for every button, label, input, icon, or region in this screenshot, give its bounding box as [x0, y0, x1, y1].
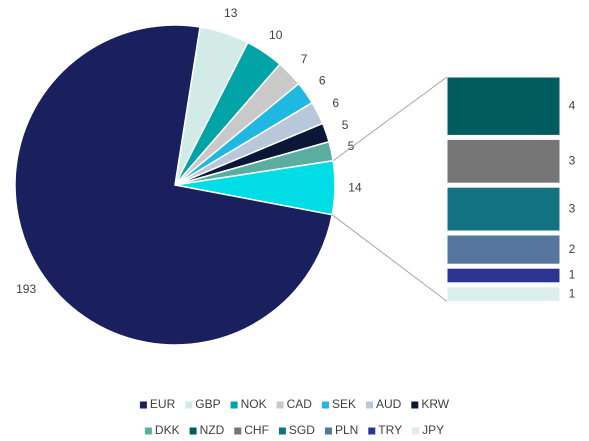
data-label: 1 — [569, 268, 576, 282]
bar-segment — [446, 186, 561, 232]
data-label: 10 — [269, 28, 283, 42]
legend-label: AUD — [376, 397, 402, 411]
data-label: 7 — [301, 52, 308, 66]
legend-label: PLN — [335, 423, 358, 437]
legend-label: DKK — [155, 423, 180, 437]
legend-marker — [144, 427, 152, 435]
legend-label: CAD — [287, 397, 313, 411]
bar-segment — [446, 234, 561, 265]
legend-label: JPY — [422, 423, 444, 437]
pie-slice — [14, 24, 334, 346]
data-label: 2 — [569, 242, 576, 256]
legend-marker — [230, 401, 238, 409]
data-label: 1 — [569, 286, 576, 300]
legend-label: NOK — [241, 397, 267, 411]
data-label: 4 — [569, 98, 576, 112]
data-label: 6 — [319, 74, 326, 88]
bar-segment — [446, 267, 561, 284]
data-label: 13 — [224, 6, 238, 20]
connector-line — [331, 214, 448, 302]
legend-marker — [321, 401, 329, 409]
bar-segment — [446, 286, 561, 302]
data-label: 6 — [332, 96, 339, 110]
data-label: 3 — [569, 153, 576, 167]
legend-marker — [276, 401, 284, 409]
legend-label: KRW — [421, 397, 449, 411]
legend-label: SGD — [289, 423, 315, 437]
legend-label: NZD — [200, 423, 225, 437]
legend-marker — [278, 427, 286, 435]
data-label: 5 — [342, 118, 349, 132]
legend-label: CHF — [244, 423, 269, 437]
legend-marker — [324, 427, 332, 435]
legend-marker — [185, 401, 193, 409]
bar-segment — [446, 138, 561, 184]
legend-label: TRY — [378, 423, 402, 437]
bar-segment — [446, 76, 561, 136]
legend-label: EUR — [150, 397, 176, 411]
legend-label: GBP — [195, 397, 220, 411]
legend-marker — [368, 427, 376, 435]
legend-marker — [189, 427, 197, 435]
connector-line — [332, 76, 448, 162]
legend: EUR GBP NOK CAD SEK AUD KRW — [139, 397, 450, 411]
legend-marker — [365, 401, 373, 409]
data-label: 193 — [16, 282, 36, 296]
data-label: 14 — [348, 180, 362, 194]
data-label: 3 — [569, 201, 576, 215]
legend-marker — [139, 401, 147, 409]
data-label: 5 — [348, 139, 355, 153]
legend: DKK NZD CHF SGD PLN TRY JPY — [144, 423, 444, 437]
legend-label: SEK — [332, 397, 356, 411]
legend-marker — [234, 427, 242, 435]
legend-marker — [411, 401, 419, 409]
legend-marker — [412, 427, 420, 435]
